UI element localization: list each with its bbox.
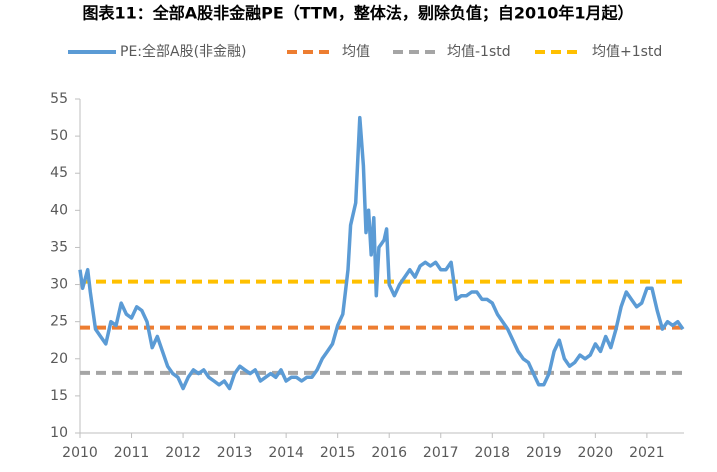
- y-tick-label: 30: [50, 277, 68, 293]
- legend-label: 均值-1std: [447, 44, 511, 60]
- y-tick-label: 35: [50, 239, 68, 255]
- legend-label: 均值+1std: [592, 44, 662, 60]
- x-tick-label: 2011: [114, 445, 150, 461]
- y-tick-label: 10: [50, 425, 68, 441]
- x-tick-label: 2016: [371, 445, 407, 461]
- y-tick-label: 15: [50, 388, 68, 404]
- y-tick-label: 50: [50, 128, 68, 144]
- y-tick-label: 20: [50, 351, 68, 367]
- chart-title: 图表11：全部A股非金融PE（TTM，整体法，剔除负值；自2010年1月起）: [82, 4, 633, 23]
- x-tick-label: 2018: [474, 445, 510, 461]
- x-tick-label: 2019: [526, 445, 562, 461]
- y-tick-label: 40: [50, 202, 68, 218]
- x-tick-label: 2017: [423, 445, 459, 461]
- x-tick-label: 2013: [217, 445, 253, 461]
- x-tick-label: 2012: [165, 445, 201, 461]
- y-tick-label: 55: [50, 91, 68, 107]
- x-tick-label: 2020: [578, 445, 614, 461]
- legend-label: PE:全部A股(非金融): [120, 43, 247, 60]
- x-tick-label: 2015: [320, 445, 356, 461]
- x-tick-label: 2021: [629, 445, 665, 461]
- y-tick-label: 45: [50, 165, 68, 181]
- legend-label: 均值: [342, 44, 370, 60]
- x-tick-label: 2014: [268, 445, 304, 461]
- line: [78, 115, 685, 391]
- x-tick-label: 2010: [62, 445, 98, 461]
- y-tick-label: 25: [50, 314, 68, 330]
